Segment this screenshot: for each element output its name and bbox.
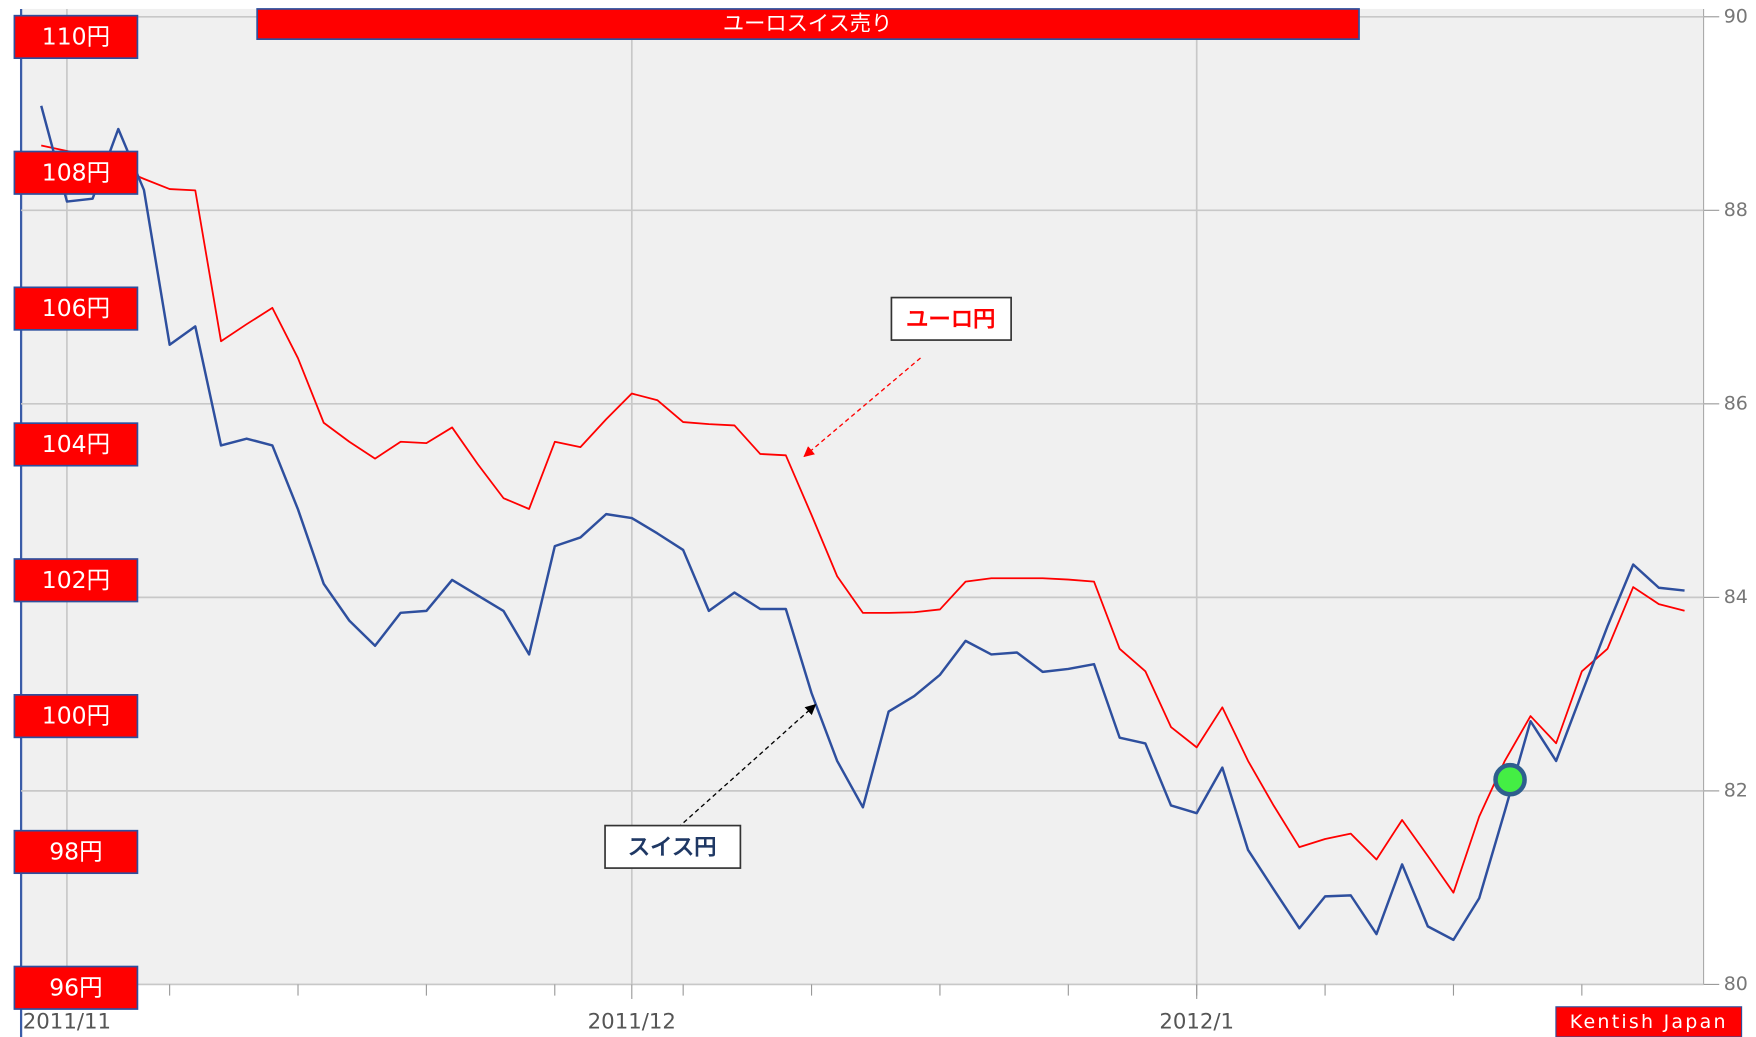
y2-tick-label: 80 bbox=[1724, 973, 1748, 995]
y-tick-box bbox=[13, 965, 139, 1010]
x-tick-label: 2011/12 bbox=[588, 1009, 676, 1034]
series-line bbox=[41, 144, 1685, 894]
y-tick-label: 102円 bbox=[42, 566, 110, 594]
signal-marker bbox=[1493, 762, 1527, 797]
credit-box bbox=[1555, 1006, 1743, 1037]
annotation-box bbox=[890, 296, 1012, 341]
y-tick-label: 110円 bbox=[42, 23, 110, 51]
annotation: ユーロ円 bbox=[906, 306, 995, 332]
y2-tick-label: 82 bbox=[1724, 779, 1748, 801]
series-line bbox=[40, 105, 1685, 942]
y2-tick-label: 88 bbox=[1724, 199, 1748, 221]
y2-tick-label: 90 bbox=[1724, 5, 1748, 27]
credit: Kentish Japan bbox=[1570, 1011, 1728, 1033]
y-tick-box bbox=[13, 150, 139, 195]
y-tick-label: 98円 bbox=[49, 838, 102, 866]
y-tick-box bbox=[13, 558, 139, 603]
labels: 90 88 86 84 82 80 2011/11 2011/12 2012/1 110円 108円… bbox=[13, 5, 1748, 1034]
annotation-box bbox=[604, 824, 742, 869]
y2-tick-label: 86 bbox=[1724, 392, 1748, 414]
y-tick-label: 108円 bbox=[42, 158, 110, 186]
chart-title: ユーロスイス売り bbox=[723, 12, 892, 37]
title-box bbox=[256, 8, 1360, 40]
y-tick-box bbox=[13, 829, 139, 875]
y-tick-box bbox=[13, 286, 139, 331]
y-tick-box bbox=[13, 14, 139, 60]
x-tick-label: 2012/1 bbox=[1159, 1009, 1234, 1034]
annotation: スイス円 bbox=[628, 834, 717, 860]
plot-area bbox=[21, 8, 1704, 985]
y2-tick-label: 84 bbox=[1724, 586, 1748, 608]
y-tick-label: 100円 bbox=[42, 702, 110, 730]
y-tick-label: 104円 bbox=[42, 430, 110, 458]
y-tick-box bbox=[13, 694, 139, 739]
x-tick-label: 2011/11 bbox=[23, 1009, 111, 1034]
lines bbox=[40, 105, 1685, 942]
y-tick-label: 96円 bbox=[49, 973, 102, 1001]
grid bbox=[21, 8, 1720, 999]
annotation-arrow bbox=[803, 357, 921, 458]
y-tick-label: 106円 bbox=[42, 294, 110, 322]
y-tick-box bbox=[13, 422, 139, 467]
